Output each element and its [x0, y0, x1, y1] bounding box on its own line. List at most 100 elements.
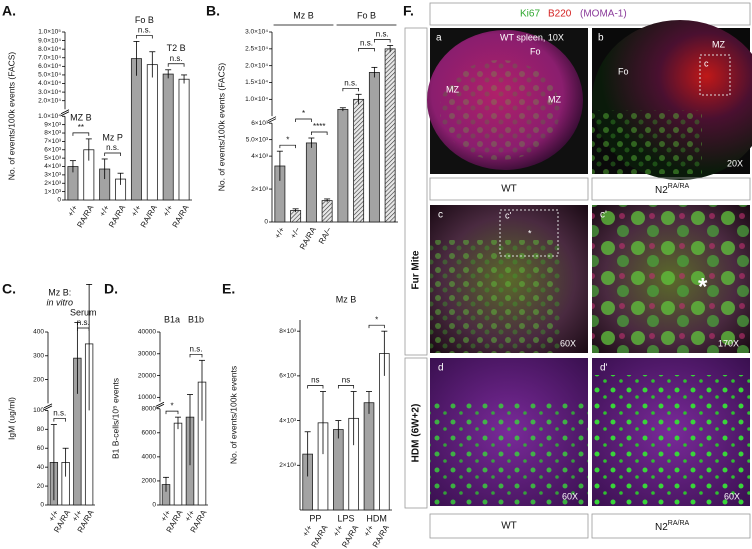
y-tick-label: 8000 — [142, 405, 157, 412]
significance-label: n.s. — [77, 318, 90, 327]
panel-label: A. — [2, 3, 16, 19]
tile-note: WT spleen, 10X — [500, 32, 564, 42]
significance-label: * — [286, 135, 289, 144]
y-tick-label: 40 — [37, 464, 45, 471]
y-axis-label: B1 B-cells/10⁵ events — [110, 378, 120, 459]
y-tick-label: 8×10³ — [44, 130, 62, 137]
group-label: Mz B: — [48, 287, 71, 297]
significance-label: * — [375, 315, 378, 324]
x-tick-label: RA/RA — [107, 203, 127, 229]
y-tick-label: 20 — [37, 483, 45, 490]
x-tick-label: +/+ — [301, 523, 315, 538]
bar — [290, 210, 302, 223]
bar — [353, 98, 365, 223]
y-tick-label: 0 — [40, 502, 44, 509]
significance-label: n.s. — [344, 78, 357, 87]
panel-label: C. — [2, 281, 16, 297]
y-tick-label: 80 — [37, 426, 45, 433]
caption-box — [591, 513, 751, 539]
panel-label: F. — [403, 3, 414, 19]
y-tick-label: 8×10³ — [279, 328, 297, 335]
group-label: T2 B — [167, 43, 186, 53]
image-texture — [430, 400, 588, 506]
x-tick-label: +/+ — [161, 203, 175, 218]
caption: N2RA/RA — [655, 183, 690, 196]
caption-box — [429, 513, 589, 539]
y-tick-label: 2×10³ — [44, 180, 62, 187]
significance-label: **** — [313, 122, 325, 131]
stain-label: (MOMA-1) — [580, 9, 627, 20]
bar — [305, 142, 317, 223]
axis-break — [43, 405, 53, 411]
significance-label: n.s. — [53, 409, 66, 418]
group-label: Mz B — [293, 10, 314, 20]
significance-bracket — [374, 39, 391, 43]
x-tick-label: +/+ — [273, 225, 287, 240]
tile-note: Fo — [530, 46, 541, 56]
bar — [178, 78, 190, 201]
bar — [130, 58, 142, 201]
charts: A. No. of events/100k events (FACS) 0 1×10³… — [2, 3, 398, 549]
caption-sup: RA/RA — [668, 183, 690, 190]
significance-label: ns — [311, 376, 319, 385]
y-tick-label: 30000 — [138, 351, 156, 358]
tile-letter: d' — [600, 363, 608, 374]
image-texture — [440, 60, 560, 160]
significance-bracket — [311, 131, 328, 136]
tile-note: * — [698, 273, 708, 300]
significance-bracket — [279, 144, 296, 149]
y-tick-label: 5×10³ — [44, 155, 62, 162]
caption: N2 — [655, 185, 668, 196]
tile-note: 60X — [560, 338, 576, 348]
y-tick-label: 1×10³ — [44, 188, 62, 195]
y-tick-label: 2×10³ — [251, 186, 269, 193]
x-tick-label: RA/RA — [371, 523, 391, 549]
y-tick-label: 6×10³ — [279, 373, 297, 380]
significance-bracket — [167, 63, 185, 67]
group-label: PP — [309, 513, 321, 523]
y-tick-label: 6000 — [142, 430, 157, 437]
panel-label: B. — [206, 3, 220, 19]
y-tick-label: 4.0×10⁴ — [38, 80, 61, 87]
group-label: Mz P — [102, 132, 123, 142]
axis-break — [60, 111, 70, 117]
significance-label: * — [302, 109, 305, 118]
x-tick-label: RA/RA — [310, 523, 330, 549]
bar — [363, 402, 375, 511]
x-tick-label: +/− — [289, 225, 303, 240]
chart-title: Mz B — [336, 294, 357, 304]
y-tick-label: 5.0×10³ — [246, 136, 269, 143]
image-texture — [592, 375, 750, 506]
y-tick-label: 1.0×10⁴ — [245, 96, 268, 103]
y-tick-label: 2×10³ — [279, 462, 297, 469]
image-texture — [430, 240, 560, 353]
y-axis-label: No. of events/100k events — [228, 366, 238, 464]
caption: N2 — [655, 522, 668, 533]
y-tick-label: 400 — [33, 329, 44, 336]
y-tick-label: 9×10³ — [44, 121, 62, 128]
y-tick-label: 20000 — [138, 372, 156, 379]
y-tick-label: 4000 — [142, 454, 157, 461]
stain-label: B220 — [548, 9, 572, 20]
y-tick-label: 6×10³ — [44, 146, 62, 153]
significance-label: n.s. — [106, 143, 119, 152]
x-tick-label: +/+ — [66, 203, 80, 218]
significance-bracket — [53, 418, 66, 422]
row-label: Fur Mite — [411, 250, 422, 289]
image-texture — [592, 110, 702, 174]
significance-label: n.s. — [190, 344, 203, 353]
axis-break — [43, 403, 53, 409]
bar — [173, 422, 183, 506]
bar — [368, 72, 380, 223]
caption: WT — [501, 184, 517, 195]
y-tick-label: 40000 — [138, 329, 156, 336]
y-tick-label: 10000 — [138, 394, 156, 401]
row-label: HDM (6W+2) — [411, 404, 422, 463]
y-tick-label: 2.0×10⁴ — [245, 62, 268, 69]
tile-note: c — [704, 58, 709, 68]
bar — [333, 429, 344, 511]
significance-label: n.s. — [170, 54, 183, 63]
inset-box — [699, 54, 731, 96]
x-tick-label: +/+ — [98, 203, 112, 218]
